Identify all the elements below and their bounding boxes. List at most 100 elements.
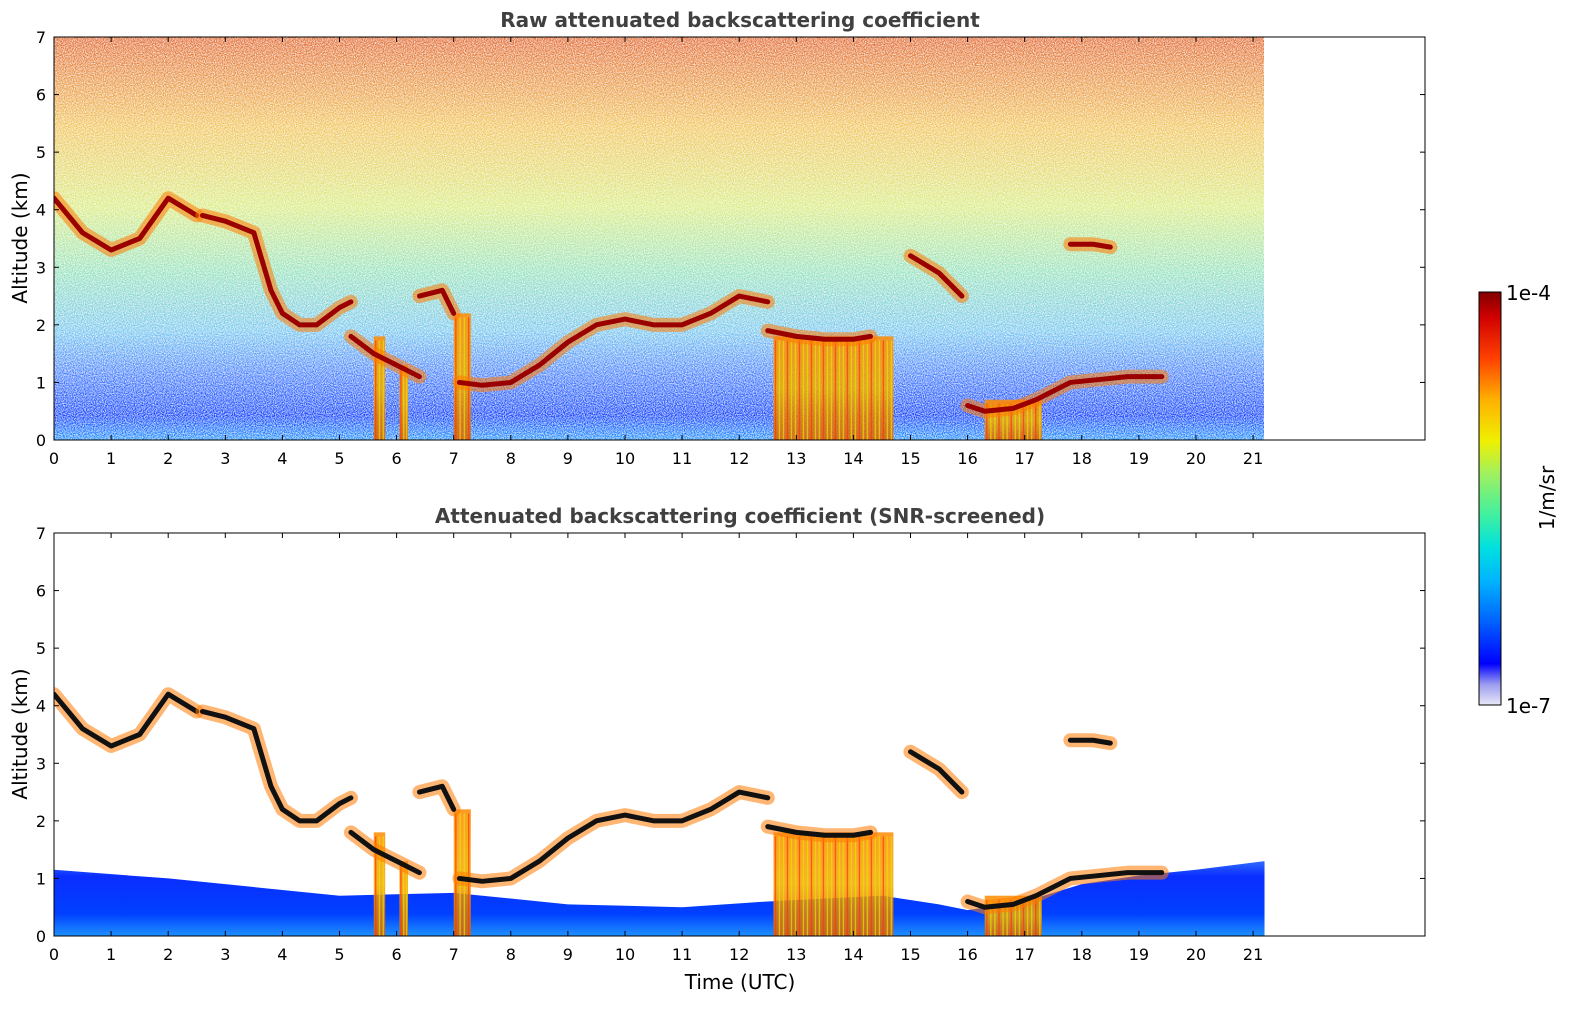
y-tick-label: 0	[36, 431, 46, 450]
precipitation-shaft	[773, 832, 894, 936]
cloud-layer	[456, 293, 771, 388]
x-tick-label: 21	[1243, 945, 1263, 964]
x-tick-label: 20	[1186, 449, 1206, 468]
x-tick-label: 2	[163, 945, 173, 964]
x-tick-label: 11	[672, 945, 692, 964]
y-tick-label: 3	[36, 754, 46, 773]
raw-cloud-layers	[54, 191, 1169, 419]
screened-precipitation-shafts	[373, 809, 1042, 936]
cloud-layer	[908, 253, 965, 299]
x-tick-label: 13	[786, 945, 806, 964]
raw-axes: 0 1 2 3 4 5 6 7 8 9 10 11 12 13 14 15 16 17 18 19 20 21012345…	[36, 28, 1425, 468]
x-tick-label: 10	[615, 449, 635, 468]
cloud-layer	[965, 374, 1165, 414]
y-tick-label: 2	[36, 812, 46, 831]
x-tick-label: 1	[106, 945, 116, 964]
x-tick-label: 12	[729, 449, 749, 468]
x-tick-label: 12	[729, 945, 749, 964]
x-tick-label: 0	[49, 945, 59, 964]
x-tick-label: 3	[220, 449, 230, 468]
raw-y-axis-label: Altitude (km)	[8, 172, 32, 303]
x-tick-label: 3	[220, 945, 230, 964]
x-tick-label: 14	[843, 449, 863, 468]
x-tick-label: 2	[163, 449, 173, 468]
y-tick-label: 5	[36, 639, 46, 658]
cloud-layer-halo	[195, 704, 358, 828]
x-tick-label: 19	[1129, 449, 1149, 468]
raw-backscatter-panel: Raw attenuated backscattering coefficien…	[8, 8, 1426, 468]
colorbar-min-label: 1e-7	[1506, 694, 1551, 718]
y-tick-label: 7	[36, 524, 46, 543]
x-tick-label: 14	[843, 945, 863, 964]
x-tick-label: 10	[615, 945, 635, 964]
cloud-layer	[199, 212, 354, 328]
y-tick-label: 1	[36, 373, 46, 392]
y-tick-label: 5	[36, 143, 46, 162]
cloud-layer	[348, 829, 422, 876]
screened-axes: 0 1 2 3 4 5 6 7 8 9 10 11 12 13 14 15 16 17 18 19 20 21012345…	[36, 524, 1425, 964]
cloud-layer	[1067, 737, 1113, 746]
cloud-layer	[54, 195, 200, 253]
x-tick-label: 13	[786, 449, 806, 468]
x-tick-label: 0	[49, 449, 59, 468]
cloud-layer	[199, 708, 354, 824]
y-tick-label: 1	[36, 869, 46, 888]
y-tick-label: 3	[36, 258, 46, 277]
x-tick-label: 5	[334, 449, 344, 468]
colorbar-gradient	[1478, 291, 1502, 706]
y-tick-label: 7	[36, 28, 46, 47]
y-tick-label: 0	[36, 927, 46, 946]
y-tick-label: 4	[36, 201, 46, 220]
x-axis-label: Time (UTC)	[684, 970, 796, 994]
cloud-layer	[416, 783, 457, 812]
x-tick-label: 7	[449, 449, 459, 468]
x-tick-label: 20	[1186, 945, 1206, 964]
x-tick-label: 17	[1015, 449, 1035, 468]
cloud-layer	[54, 691, 200, 749]
x-tick-label: 17	[1015, 945, 1035, 964]
x-tick-label: 5	[334, 945, 344, 964]
screened-boundary-layer	[54, 861, 1265, 936]
precipitation-shaft	[773, 336, 894, 440]
x-tick-label: 18	[1072, 945, 1092, 964]
cloud-layer	[456, 789, 771, 884]
x-tick-label: 7	[449, 945, 459, 964]
x-tick-label: 21	[1243, 449, 1263, 468]
cloud-layer	[765, 824, 874, 838]
x-tick-label: 15	[900, 945, 920, 964]
screened-cloud-layers	[54, 687, 1169, 915]
cloud-layer	[908, 749, 965, 795]
x-tick-label: 18	[1072, 449, 1092, 468]
cloud-layer	[416, 287, 457, 316]
x-tick-label: 16	[957, 945, 977, 964]
screened-y-axis-label: Altitude (km)	[8, 668, 32, 799]
x-tick-label: 19	[1129, 945, 1149, 964]
raw-heatmap	[54, 37, 1264, 440]
colorbar-max-label: 1e-4	[1506, 281, 1551, 305]
x-tick-label: 9	[563, 945, 573, 964]
y-tick-label: 2	[36, 316, 46, 335]
raw-panel-title: Raw attenuated backscattering coefficien…	[500, 8, 980, 32]
x-tick-label: 6	[392, 449, 402, 468]
cloud-layer	[1067, 241, 1113, 250]
y-tick-label: 6	[36, 582, 46, 601]
colorbar-unit-label: 1/m/sr	[1535, 465, 1559, 530]
cloud-layer	[348, 333, 422, 380]
screened-panel-title: Attenuated backscattering coefficient (S…	[435, 504, 1045, 528]
screened-backscatter-panel: Attenuated backscattering coefficient (S…	[8, 504, 1426, 994]
x-tick-label: 8	[506, 945, 516, 964]
cloud-layer	[765, 328, 874, 342]
x-tick-label: 15	[900, 449, 920, 468]
x-tick-label: 11	[672, 449, 692, 468]
x-tick-label: 8	[506, 449, 516, 468]
colorbar: 1e-4 1e-7 1/m/sr	[1478, 281, 1559, 718]
x-tick-label: 4	[277, 945, 287, 964]
screened-heatmap	[54, 687, 1265, 936]
y-tick-label: 6	[36, 86, 46, 105]
y-tick-label: 4	[36, 697, 46, 716]
boundary-layer	[54, 861, 1265, 936]
x-tick-label: 16	[957, 449, 977, 468]
x-tick-label: 1	[106, 449, 116, 468]
x-tick-label: 6	[392, 945, 402, 964]
